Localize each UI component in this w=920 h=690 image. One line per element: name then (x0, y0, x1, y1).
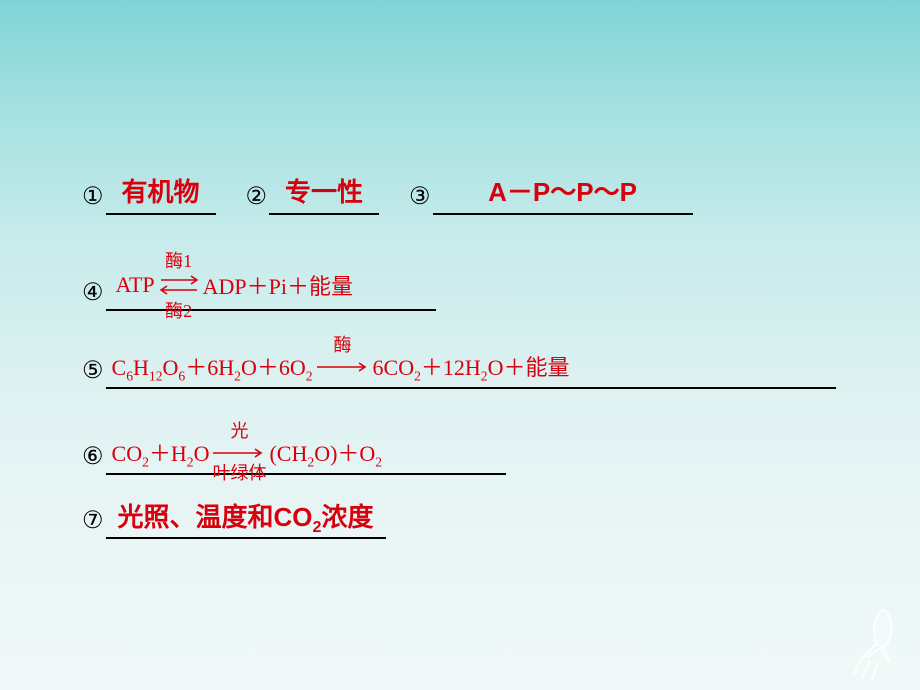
blank-2: 专一性 (269, 178, 379, 215)
item-number-3: ③ (409, 185, 431, 215)
eq6-lhs: CO2＋H2O (112, 436, 210, 468)
row-6: ⑥ CO2＋H2O 光 叶绿体 (CH2O)＋O2 (82, 423, 872, 475)
answer-6-equation: CO2＋H2O 光 叶绿体 (CH2O)＋O2 (112, 435, 383, 469)
answer-4-equation: ATP 酶1 酶2 ADP＋Pi＋能量 (116, 265, 353, 305)
item-number-7: ⑦ (82, 509, 104, 539)
eq5-rhs: 6CO2＋12H2O＋能量 (373, 350, 570, 382)
eq5-top-label: 酶 (315, 331, 371, 357)
forward-arrow-icon: 酶 (315, 349, 371, 383)
blank-6: CO2＋H2O 光 叶绿体 (CH2O)＋O2 (106, 423, 506, 475)
row-4: ④ ATP 酶1 酶2 ADP＋Pi＋能量 (82, 255, 872, 311)
item-number-2: ② (246, 185, 268, 215)
eq5-lhs: C6H12O6＋6H2O＋6O2 (112, 350, 313, 382)
reversible-arrow-icon: 酶1 酶2 (157, 265, 201, 305)
slide-content: ① 有机物 ② 专一性 ③ A－P～P～P ④ ATP 酶1 (82, 178, 872, 567)
blank-7: 光照、温度和CO2浓度 (106, 503, 386, 540)
item-number-5: ⑤ (82, 359, 104, 389)
row-5: ⑤ C6H12O6＋6H2O＋6O2 酶 6CO2＋12H2O＋能量 (82, 341, 872, 389)
eq4-lhs: ATP (116, 272, 155, 298)
eq6-top-label: 光 (211, 417, 267, 443)
eq4-top-label: 酶1 (157, 247, 201, 273)
answer-2: 专一性 (285, 178, 363, 209)
eq6-rhs: (CH2O)＋O2 (269, 436, 382, 468)
blank-3: A－P～P～P (433, 178, 693, 215)
eq4-rhs: ADP＋Pi＋能量 (203, 269, 353, 301)
item-number-1: ① (82, 185, 104, 215)
item-number-4: ④ (82, 281, 104, 311)
eq4-bot-label: 酶2 (157, 297, 201, 323)
item-number-6: ⑥ (82, 445, 104, 475)
blank-5: C6H12O6＋6H2O＋6O2 酶 6CO2＋12H2O＋能量 (106, 341, 836, 389)
row-7: ⑦ 光照、温度和CO2浓度 (82, 503, 872, 540)
answer-1: 有机物 (122, 178, 200, 209)
row-1-2-3: ① 有机物 ② 专一性 ③ A－P～P～P (82, 178, 872, 215)
blank-1: 有机物 (106, 178, 216, 215)
answer-3: A－P～P～P (488, 178, 637, 209)
eq6-bot-label: 叶绿体 (211, 459, 267, 485)
forward-arrow-with-condition-icon: 光 叶绿体 (211, 435, 267, 469)
blank-4: ATP 酶1 酶2 ADP＋Pi＋能量 (106, 255, 436, 311)
answer-5-equation: C6H12O6＋6H2O＋6O2 酶 6CO2＋12H2O＋能量 (112, 349, 570, 383)
answer-7: 光照、温度和CO2浓度 (118, 503, 374, 534)
rocket-icon (846, 602, 906, 682)
